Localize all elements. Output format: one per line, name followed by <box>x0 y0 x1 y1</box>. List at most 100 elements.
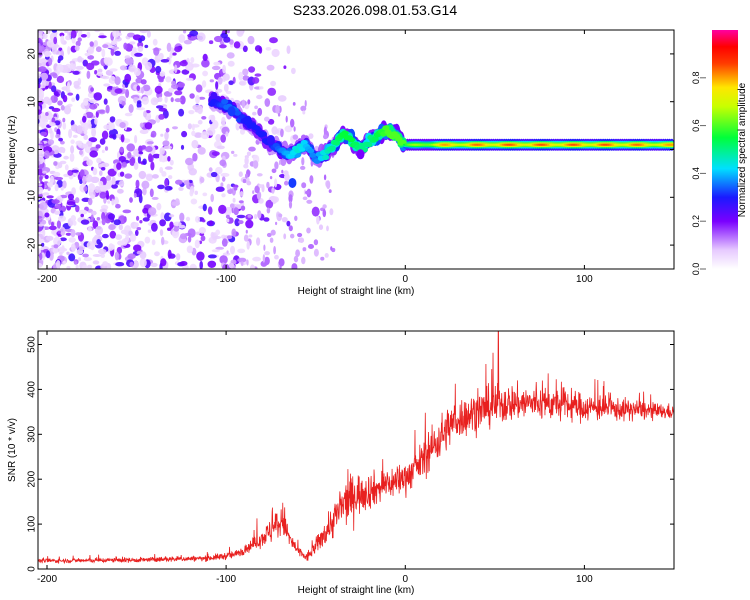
spectrogram-noise-cell <box>301 182 307 189</box>
spectrogram-noise-cell <box>248 146 256 152</box>
spectrogram-noise-cell <box>95 110 99 118</box>
spectrogram-noise-cell <box>225 90 232 95</box>
spectrogram-noise-cell <box>189 30 199 37</box>
spectrogram-noise-cell <box>323 174 327 181</box>
spectrogram-noise-cell <box>139 220 143 224</box>
spectrogram-ridge-cell <box>341 130 349 136</box>
spectrogram-noise-cell <box>171 80 176 86</box>
spectrogram-noise-cell <box>92 260 100 265</box>
snr-background <box>38 331 674 569</box>
spectrogram-noise-cell <box>144 122 153 130</box>
spectrogram-noise-cell <box>302 110 306 115</box>
spectrogram-noise-cell <box>248 66 256 73</box>
spectrogram-noise-cell <box>288 194 293 203</box>
spectrogram-noise-cell <box>48 81 52 90</box>
spectrogram-noise-cell <box>157 96 163 103</box>
spectrogram-noise-cell <box>197 32 206 42</box>
spectrogram-noise-cell <box>75 140 83 146</box>
spectrogram-noise-cell <box>67 92 74 96</box>
spectrogram-noise-cell <box>120 229 128 235</box>
spectrogram-noise-cell <box>48 122 56 127</box>
spectrogram-noise-cell <box>65 232 72 236</box>
spectrogram-noise-cell <box>275 104 280 114</box>
spectrogram-noise-cell <box>52 247 59 254</box>
spectrogram-noise-cell <box>38 37 41 42</box>
spectrogram-x-tick-label: -100 <box>216 274 236 285</box>
spectrogram-noise-cell <box>178 224 186 229</box>
spectrogram-noise-cell <box>107 85 114 90</box>
spectrogram-noise-cell <box>146 30 151 38</box>
spectrogram-noise-cell <box>116 246 123 254</box>
spectrogram-noise-cell <box>60 105 65 111</box>
spectrogram-noise-cell <box>53 244 59 249</box>
spectrogram-noise-cell <box>126 143 135 152</box>
spectrogram-noise-cell <box>238 71 244 81</box>
spectrogram-noise-cell <box>283 170 289 176</box>
spectrogram-noise-cell <box>38 82 41 89</box>
spectrogram-noise-cell <box>133 67 141 77</box>
spectrogram-noise-cell <box>247 99 251 105</box>
spectrogram-noise-cell <box>96 239 101 245</box>
spectrogram-noise-cell <box>74 261 78 265</box>
spectrogram-noise-cell <box>38 160 41 166</box>
spectrogram-noise-cell <box>164 185 173 191</box>
spectrogram-noise-cell <box>38 62 42 67</box>
snr-y-tick-label: 200 <box>27 470 38 487</box>
spectrogram-noise-cell <box>178 186 184 191</box>
spectrogram-noise-cell <box>105 104 110 114</box>
spectrogram-noise-cell <box>187 228 196 238</box>
spectrogram-noise-cell <box>38 42 41 49</box>
spectrogram-noise-cell <box>149 188 154 198</box>
spectrogram-noise-cell <box>41 242 45 247</box>
spectrogram-ridge-cell <box>332 140 341 146</box>
spectrogram-noise-cell <box>158 114 165 120</box>
spectrogram-noise-cell <box>96 157 102 164</box>
spectrogram-noise-cell <box>227 60 235 67</box>
spectrogram-noise-cell <box>174 46 182 53</box>
spectrogram-ridge-cell <box>356 149 365 160</box>
spectrogram-noise-cell <box>170 97 174 103</box>
spectrogram-x-tick-label: 0 <box>403 274 409 285</box>
spectrogram-noise-cell <box>241 99 245 109</box>
spectrogram-noise-cell <box>293 255 299 263</box>
spectrogram-noise-cell <box>228 80 234 85</box>
spectrogram-noise-cell <box>115 203 121 209</box>
spectrogram-noise-cell <box>104 146 109 151</box>
spectrogram-noise-cell <box>82 175 86 185</box>
spectrogram-noise-cell <box>65 35 71 41</box>
spectrogram-noise-cell <box>271 168 277 174</box>
spectrogram-noise-cell <box>80 213 84 218</box>
spectrogram-noise-cell <box>183 39 192 45</box>
spectrogram-noise-cell <box>80 34 87 38</box>
spectrogram-noise-cell <box>160 133 164 137</box>
spectrogram-noise-cell <box>59 247 68 252</box>
spectrogram-noise-cell <box>83 186 88 192</box>
spectrogram-noise-cell <box>160 59 170 63</box>
spectrogram-noise-cell <box>214 35 223 43</box>
spectrogram-noise-cell <box>67 46 71 55</box>
spectrogram-noise-cell <box>95 225 103 236</box>
spectrogram-noise-cell <box>133 222 139 228</box>
spectrogram-noise-cell <box>44 174 49 180</box>
spectrogram-noise-cell <box>161 171 167 177</box>
spectrogram-noise-cell <box>208 167 213 172</box>
spectrogram-noise-cell <box>174 98 182 103</box>
spectrogram-noise-cell <box>99 170 103 176</box>
spectrogram-noise-cell <box>294 215 298 221</box>
spectrogram-noise-cell <box>164 166 173 170</box>
spectrogram-ridge-cell <box>382 125 390 131</box>
spectrogram-noise-cell <box>309 175 314 184</box>
spectrogram-noise-cell <box>242 68 249 76</box>
spectrogram-noise-cell <box>134 52 143 57</box>
colorbar-tick-label: 0.0 <box>691 263 701 276</box>
spectrogram-noise-cell <box>323 134 328 140</box>
spectrogram-noise-cell <box>210 171 218 178</box>
spectrogram-noise-cell <box>128 64 136 73</box>
spectrogram-noise-cell <box>55 134 61 139</box>
spectrogram-ridge-cell <box>365 142 373 148</box>
spectrogram-noise-cell <box>215 246 225 250</box>
spectrogram-noise-cell <box>58 215 66 222</box>
spectrogram-noise-cell <box>237 257 247 263</box>
spectrogram-noise-cell <box>183 30 187 34</box>
spectrogram-noise-cell <box>117 240 125 246</box>
